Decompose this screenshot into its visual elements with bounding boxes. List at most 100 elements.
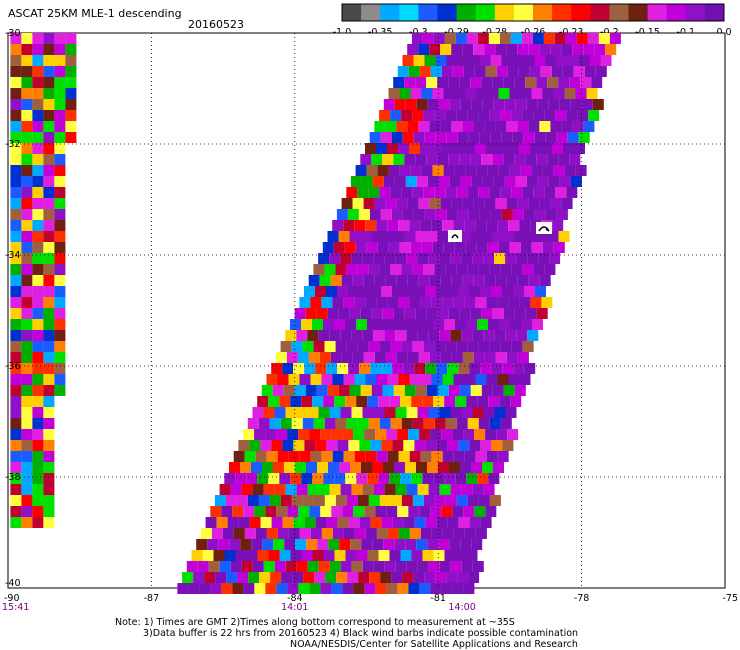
- data-cell: [427, 176, 439, 187]
- data-cell: [463, 506, 475, 517]
- data-cell: [404, 385, 416, 396]
- data-cell: [10, 396, 22, 407]
- data-cell: [21, 495, 33, 506]
- data-cell: [10, 264, 22, 275]
- data-cell: [21, 374, 33, 385]
- data-cell: [474, 506, 486, 517]
- data-cell: [389, 550, 401, 561]
- data-cell: [177, 583, 189, 594]
- data-cell: [547, 77, 559, 88]
- data-cell: [336, 209, 348, 220]
- data-cell: [326, 363, 338, 374]
- data-cell: [319, 352, 331, 363]
- data-cell: [305, 308, 317, 319]
- data-cell: [454, 165, 466, 176]
- wind-barb-marker: [536, 222, 552, 234]
- latitude-label: -40: [5, 578, 21, 589]
- data-cell: [446, 55, 458, 66]
- data-cell: [21, 275, 33, 286]
- data-cell: [477, 473, 489, 484]
- data-cell: [558, 154, 570, 165]
- data-cell: [32, 44, 44, 55]
- data-cell: [419, 66, 431, 77]
- data-cell: [547, 231, 559, 242]
- data-cell: [341, 198, 353, 209]
- data-cell: [342, 506, 354, 517]
- data-cell: [481, 154, 493, 165]
- data-cell: [434, 495, 446, 506]
- data-cell: [315, 517, 327, 528]
- data-cell: [457, 55, 469, 66]
- data-cell: [507, 66, 519, 77]
- data-cell: [334, 396, 346, 407]
- data-cell: [54, 33, 66, 44]
- data-cell: [532, 319, 543, 330]
- data-cell: [276, 429, 288, 440]
- data-cell: [390, 110, 402, 121]
- data-cell: [329, 253, 341, 264]
- data-cell: [432, 165, 444, 176]
- data-cell: [43, 209, 55, 220]
- data-cell: [397, 66, 409, 77]
- data-cell: [409, 528, 421, 539]
- data-cell: [503, 154, 515, 165]
- data-cell: [385, 352, 397, 363]
- data-cell: [449, 539, 461, 550]
- data-cell: [447, 286, 458, 297]
- data-cell: [54, 220, 66, 231]
- data-cell: [43, 396, 55, 407]
- data-cell: [564, 88, 576, 99]
- data-cell: [407, 44, 419, 55]
- data-cell: [398, 143, 409, 154]
- data-cell: [43, 253, 55, 264]
- data-cell: [284, 539, 296, 550]
- data-cell: [364, 583, 376, 594]
- data-cell: [415, 231, 427, 242]
- data-cell: [396, 121, 408, 132]
- data-cell: [21, 429, 33, 440]
- time-labels: 15:41 14:01 14:00: [2, 602, 476, 613]
- data-cell: [321, 451, 333, 462]
- data-cell: [453, 374, 465, 385]
- data-cell: [224, 473, 236, 484]
- data-cell: [282, 517, 294, 528]
- data-cell: [472, 330, 484, 341]
- data-cell: [441, 429, 453, 440]
- data-cell: [233, 451, 245, 462]
- data-cell: [556, 55, 568, 66]
- data-cell: [477, 33, 489, 44]
- data-cell: [500, 187, 512, 198]
- data-cell: [373, 330, 385, 341]
- data-cell: [379, 110, 391, 121]
- data-cell: [431, 451, 443, 462]
- data-cell: [389, 319, 400, 330]
- data-cell: [312, 550, 324, 561]
- data-cell: [480, 363, 492, 374]
- data-cell: [404, 154, 416, 165]
- data-cell: [529, 66, 541, 77]
- data-cell: [492, 231, 504, 242]
- data-cell: [211, 528, 223, 539]
- data-cell: [561, 44, 573, 55]
- data-cell: [351, 561, 363, 572]
- data-cell: [219, 484, 231, 495]
- data-cell: [265, 506, 277, 517]
- data-cell: [473, 121, 485, 132]
- data-cell: [524, 363, 536, 374]
- data-cell: [532, 33, 544, 44]
- data-cell: [32, 264, 44, 275]
- data-cell: [541, 143, 552, 154]
- time-label: 14:00: [448, 602, 475, 613]
- data-cell: [21, 517, 33, 528]
- time-label: 15:41: [2, 602, 29, 613]
- data-cell: [428, 407, 440, 418]
- data-cell: [455, 319, 466, 330]
- data-cell: [498, 242, 510, 253]
- data-cell: [298, 429, 310, 440]
- data-cell: [454, 242, 466, 253]
- data-cell: [323, 550, 335, 561]
- data-cell: [376, 220, 388, 231]
- data-cell: [355, 242, 367, 253]
- data-cell: [415, 77, 427, 88]
- data-cell: [478, 264, 490, 275]
